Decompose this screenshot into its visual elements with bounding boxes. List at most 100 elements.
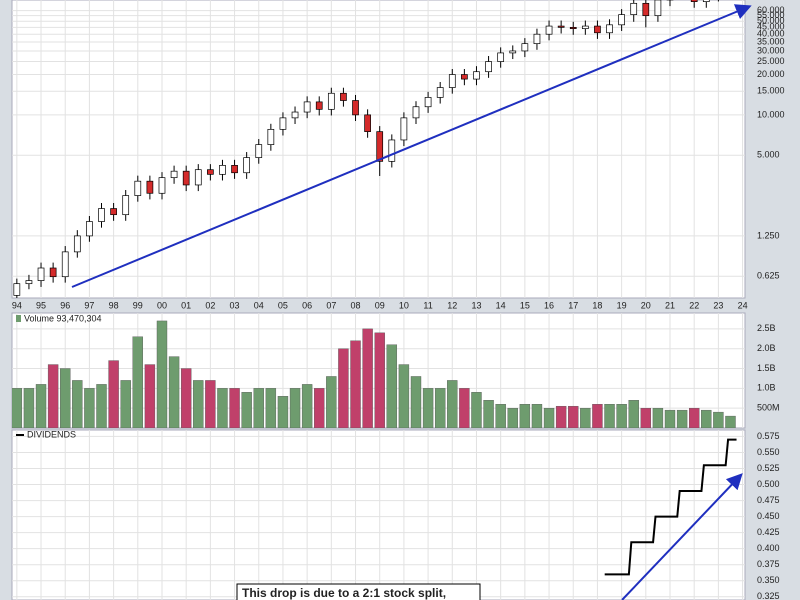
x-tick-label: 94: [12, 300, 22, 310]
y-tick-label: 0.550: [757, 447, 780, 457]
volume-bar: [132, 336, 143, 428]
x-tick-label: 01: [181, 300, 191, 310]
x-tick-label: 14: [496, 300, 506, 310]
candle-body: [327, 92, 335, 110]
volume-bar: [386, 344, 398, 428]
candle-body: [642, 2, 650, 17]
volume-bar: [495, 404, 506, 428]
volume-bar: [713, 411, 724, 428]
volume-bar: [555, 405, 567, 428]
candle-body: [461, 74, 468, 80]
x-tick-label: 02: [205, 300, 215, 310]
dividend-label: DIVIDENDS: [27, 429, 76, 439]
candle-body: [702, 0, 710, 2]
axes: 94 95 96 97 98 99 00 01 02 03 04 05 06 07 08 09 10 11 12 13…: [12, 5, 785, 600]
candle-body: [654, 0, 662, 17]
y-tick-label: 1.250: [757, 230, 780, 240]
candle-body: [352, 100, 359, 116]
volume-bar: [664, 409, 676, 428]
y-tick-label: 0.625: [757, 271, 780, 281]
volume-bar: [120, 380, 131, 428]
candle-body: [557, 25, 565, 28]
volume-bar: [362, 328, 373, 428]
y-tick-label: 500M: [757, 403, 780, 413]
x-tick-label: 20: [641, 300, 651, 310]
y-tick-label: 1.5B: [757, 363, 776, 373]
candle-body: [473, 71, 480, 80]
candle-body: [291, 111, 299, 119]
volume-bar: [483, 400, 494, 428]
dividend-arrow: [621, 473, 743, 600]
x-tick-label: 99: [133, 300, 143, 310]
x-tick-label: 95: [36, 300, 46, 310]
volume-bar: [338, 348, 349, 428]
y-tick-label: 2.0B: [757, 343, 776, 353]
price-plot: [12, 0, 745, 298]
x-tick-label: 09: [375, 300, 385, 310]
x-tick-label: 13: [471, 300, 481, 310]
candle-body: [545, 25, 553, 35]
volume-label: Volume 93,470,304: [24, 313, 102, 323]
dividend-plot: [12, 430, 745, 600]
annotation: This drop is due to a 2:1 stock split,: [242, 586, 446, 600]
volume-bar: [398, 364, 410, 428]
candle-body: [170, 170, 178, 179]
volume-icon: [16, 315, 21, 322]
volume-bar: [253, 388, 264, 428]
volume-bar: [72, 380, 83, 428]
y-tick-label: 5.000: [757, 150, 780, 160]
candle-body: [279, 117, 287, 130]
x-tick-label: 10: [399, 300, 409, 310]
y-tick-label: 50.000: [757, 16, 785, 26]
x-tick-label: 22: [689, 300, 699, 310]
volume-bar: [12, 388, 23, 428]
candle-body: [158, 177, 166, 194]
y-tick-label: 0.375: [757, 559, 780, 569]
y-tick-label: 0.400: [757, 543, 780, 553]
volume-bar: [289, 388, 301, 428]
candle-body: [134, 180, 142, 196]
candle-body: [412, 106, 420, 119]
y-tick-label: 10.000: [757, 109, 785, 119]
volume-bar: [265, 388, 277, 428]
candle-body: [182, 170, 190, 186]
candle-body: [340, 92, 347, 101]
volume-bar: [519, 404, 531, 428]
volume-bar: [217, 388, 228, 428]
x-tick-label: 06: [302, 300, 312, 310]
volume-bar: [241, 392, 252, 428]
volume-bar: [326, 376, 337, 428]
candle-body: [509, 50, 517, 54]
y-tick-label: 35.000: [757, 36, 785, 46]
x-tick-label: 96: [60, 300, 70, 310]
volume-bar: [447, 380, 458, 428]
candle-body: [13, 283, 21, 296]
candle-body: [364, 114, 371, 132]
candle-body: [73, 235, 81, 253]
volume-bar: [144, 364, 156, 428]
x-tick-label: 24: [738, 300, 748, 310]
y-tick-label: 25.000: [757, 56, 785, 66]
volume-bar: [422, 388, 434, 428]
x-tick-label: 21: [665, 300, 675, 310]
x-tick-label: 19: [617, 300, 627, 310]
y-tick-label: 0.475: [757, 495, 780, 505]
x-tick-label: 17: [568, 300, 578, 310]
volume-bar: [350, 340, 361, 428]
candle-body: [25, 280, 33, 285]
y-tick-label: 0.325: [757, 591, 780, 600]
volume-bar: [205, 380, 216, 428]
candle-body: [630, 2, 638, 15]
volume-bar: [229, 388, 240, 428]
y-tick-label: 0.425: [757, 527, 780, 537]
x-tick-label: 98: [109, 300, 119, 310]
candle-body: [49, 267, 57, 278]
volume-bar: [459, 388, 470, 428]
candle-body: [436, 87, 444, 98]
volume-bar: [180, 368, 192, 428]
volume-bar: [531, 404, 543, 428]
volume-bar: [277, 396, 289, 428]
candle-body: [690, 0, 698, 2]
volume-bar: [580, 407, 591, 428]
y-tick-label: 0.450: [757, 511, 780, 521]
